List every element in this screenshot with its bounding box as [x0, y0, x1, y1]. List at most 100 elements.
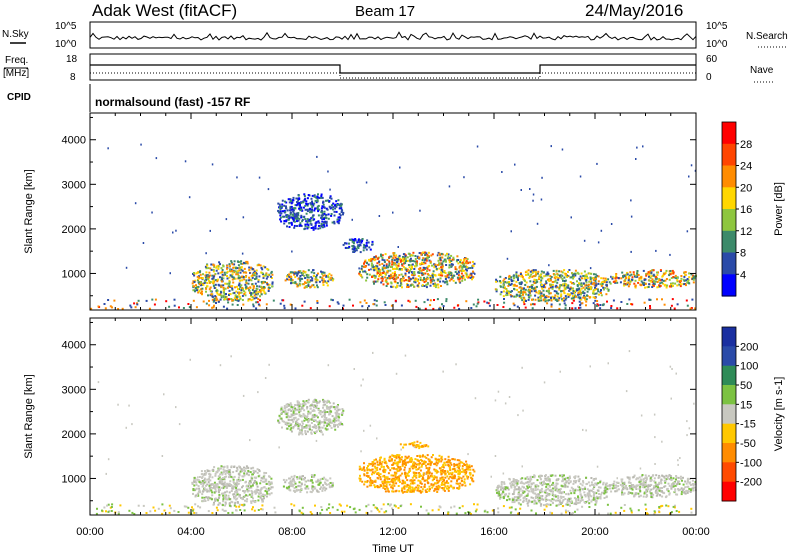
velocity-colorbar-title: Velocity [m s-1] — [773, 377, 785, 452]
freq-label: Freq. — [5, 55, 28, 66]
velocity-echo-region — [277, 398, 345, 436]
x-tick-label: 00:00 — [76, 526, 104, 538]
velocity-colorbar-swatch — [722, 462, 736, 483]
power-colorbar: 4 8 12 16 20 24 28 Power [dB] — [721, 121, 785, 297]
power-colorbar-swatch — [722, 143, 736, 167]
x-tick-label: 16:00 — [480, 526, 508, 538]
velocity-echo-region — [495, 474, 613, 507]
power-ytick-label: 1000 — [62, 268, 86, 280]
noise-panel — [89, 21, 697, 49]
power-echo-region — [284, 269, 335, 289]
power-panel: 1000 2000 3000 4000 Slant Range [km] 4 8 12 16 20… — [23, 112, 785, 311]
freq-trace — [90, 64, 696, 74]
velocity-colorbar-label: 200 — [740, 341, 758, 353]
power-colorbar-swatch — [722, 230, 736, 254]
velocity-colorbar-swatch — [722, 327, 736, 347]
nsearch-label: N.Search — [746, 31, 788, 42]
velocity-colorbar-swatch — [722, 385, 736, 405]
velocity-colorbar-label: 15 — [740, 399, 752, 411]
power-echo-region — [494, 269, 612, 302]
power-colorbar-swatch — [722, 187, 736, 210]
x-tick-label: 12:00 — [379, 526, 407, 538]
power-echo-region — [277, 193, 345, 231]
velocity-colorbar-label: -100 — [740, 457, 762, 469]
x-tick-label: 08:00 — [278, 526, 306, 538]
cpid-label: CPID — [7, 92, 31, 103]
velocity-colorbar-label: -15 — [740, 419, 756, 431]
nsky-label: N.Sky — [2, 29, 29, 40]
velocity-colorbar-label: -200 — [740, 477, 762, 489]
velocity-colorbar-swatch — [722, 346, 736, 367]
velocity-colorbar-swatch — [722, 365, 736, 386]
power-colorbar-swatch — [722, 122, 736, 145]
velocity-ytick-label: 2000 — [62, 429, 86, 441]
power-colorbar-swatch — [722, 165, 736, 188]
velocity-ytick-label: 4000 — [62, 340, 86, 352]
power-colorbar-label: 20 — [740, 182, 752, 194]
power-echo-region — [358, 251, 476, 289]
power-colorbar-label: 24 — [740, 161, 752, 173]
velocity-echo-region — [399, 440, 430, 450]
nave-tick-bottom: 0 — [706, 72, 712, 83]
power-colorbar-label: 28 — [740, 139, 752, 151]
power-colorbar-swatch — [722, 252, 736, 275]
nave-label: Nave — [750, 65, 774, 76]
velocity-echo-region — [610, 474, 697, 499]
date-title: 24/May/2016 — [585, 1, 683, 20]
power-echo-region — [611, 269, 697, 289]
power-echoes — [90, 143, 697, 310]
nave-tick-top: 60 — [706, 54, 718, 65]
velocity-echoes — [95, 350, 697, 515]
velocity-colorbar-swatch — [722, 443, 736, 463]
power-colorbar-label: 8 — [740, 248, 746, 260]
mhz-label: [MHz] — [3, 68, 29, 79]
velocity-colorbar-label: 100 — [740, 361, 758, 373]
beam-title: Beam 17 — [355, 3, 415, 20]
velocity-colorbar-label: 50 — [740, 380, 752, 392]
velocity-echo-region — [282, 474, 334, 494]
velocity-colorbar-swatch — [722, 404, 736, 425]
power-ylabel: Slant Range [km] — [23, 169, 35, 253]
power-echo-region — [342, 238, 374, 254]
nave-trace — [90, 72, 696, 79]
freq-panel — [89, 53, 697, 81]
power-ytick-label: 2000 — [62, 224, 86, 236]
velocity-ytick-label: 1000 — [62, 473, 86, 485]
station-title: Adak West (fitACF) — [92, 1, 237, 20]
noise-trace — [89, 31, 697, 42]
power-ytick-label: 4000 — [62, 135, 86, 147]
velocity-colorbar-label: -50 — [740, 438, 756, 450]
velocity-colorbar-swatch — [722, 481, 736, 502]
freq-tick-bottom: 8 — [70, 72, 76, 83]
velocity-colorbar-frame — [721, 326, 737, 502]
power-ytick-label: 3000 — [62, 179, 86, 191]
velocity-echo-region — [358, 454, 476, 494]
x-tick-label: 20:00 — [581, 526, 609, 538]
velocity-colorbar: 200 100 50 15 -15 -50 -100 -200 Velocity [m s-1] — [721, 326, 785, 502]
x-tick-label: 00:00 — [682, 526, 710, 538]
velocity-echo-region — [191, 465, 274, 508]
power-colorbar-title: Power [dB] — [773, 182, 785, 236]
power-ground-scatter — [90, 143, 697, 310]
x-tick-label: 04:00 — [177, 526, 205, 538]
x-axis-label: Time UT — [372, 543, 414, 554]
noise-tick-top-right: 10^5 — [706, 21, 728, 32]
velocity-colorbar-swatch — [722, 423, 736, 444]
power-colorbar-label: 16 — [740, 204, 752, 216]
power-echo-region — [191, 260, 274, 302]
noise-tick-bottom: 10^0 — [55, 39, 77, 50]
cpid-text: normalsound (fast) -157 RF — [95, 95, 250, 109]
power-colorbar-label: 4 — [740, 269, 746, 281]
power-colorbar-label: 12 — [740, 226, 752, 238]
x-axis: 00:00 04:00 08:00 12:00 16:00 20:00 00:00 — [76, 526, 710, 538]
velocity-panel: 1000 2000 3000 4000 Slant Range [km] 200 100 50… — [23, 317, 785, 516]
noise-tick-bottom-right: 10^0 — [706, 39, 728, 50]
velocity-ylabel: Slant Range [km] — [23, 374, 35, 458]
power-colorbar-swatch — [722, 209, 736, 232]
velocity-ytick-label: 3000 — [62, 384, 86, 396]
power-colorbar-swatch — [722, 274, 736, 297]
velocity-ground-scatter — [95, 350, 695, 515]
noise-tick-top: 10^5 — [55, 21, 77, 32]
freq-tick-top: 18 — [66, 54, 78, 65]
